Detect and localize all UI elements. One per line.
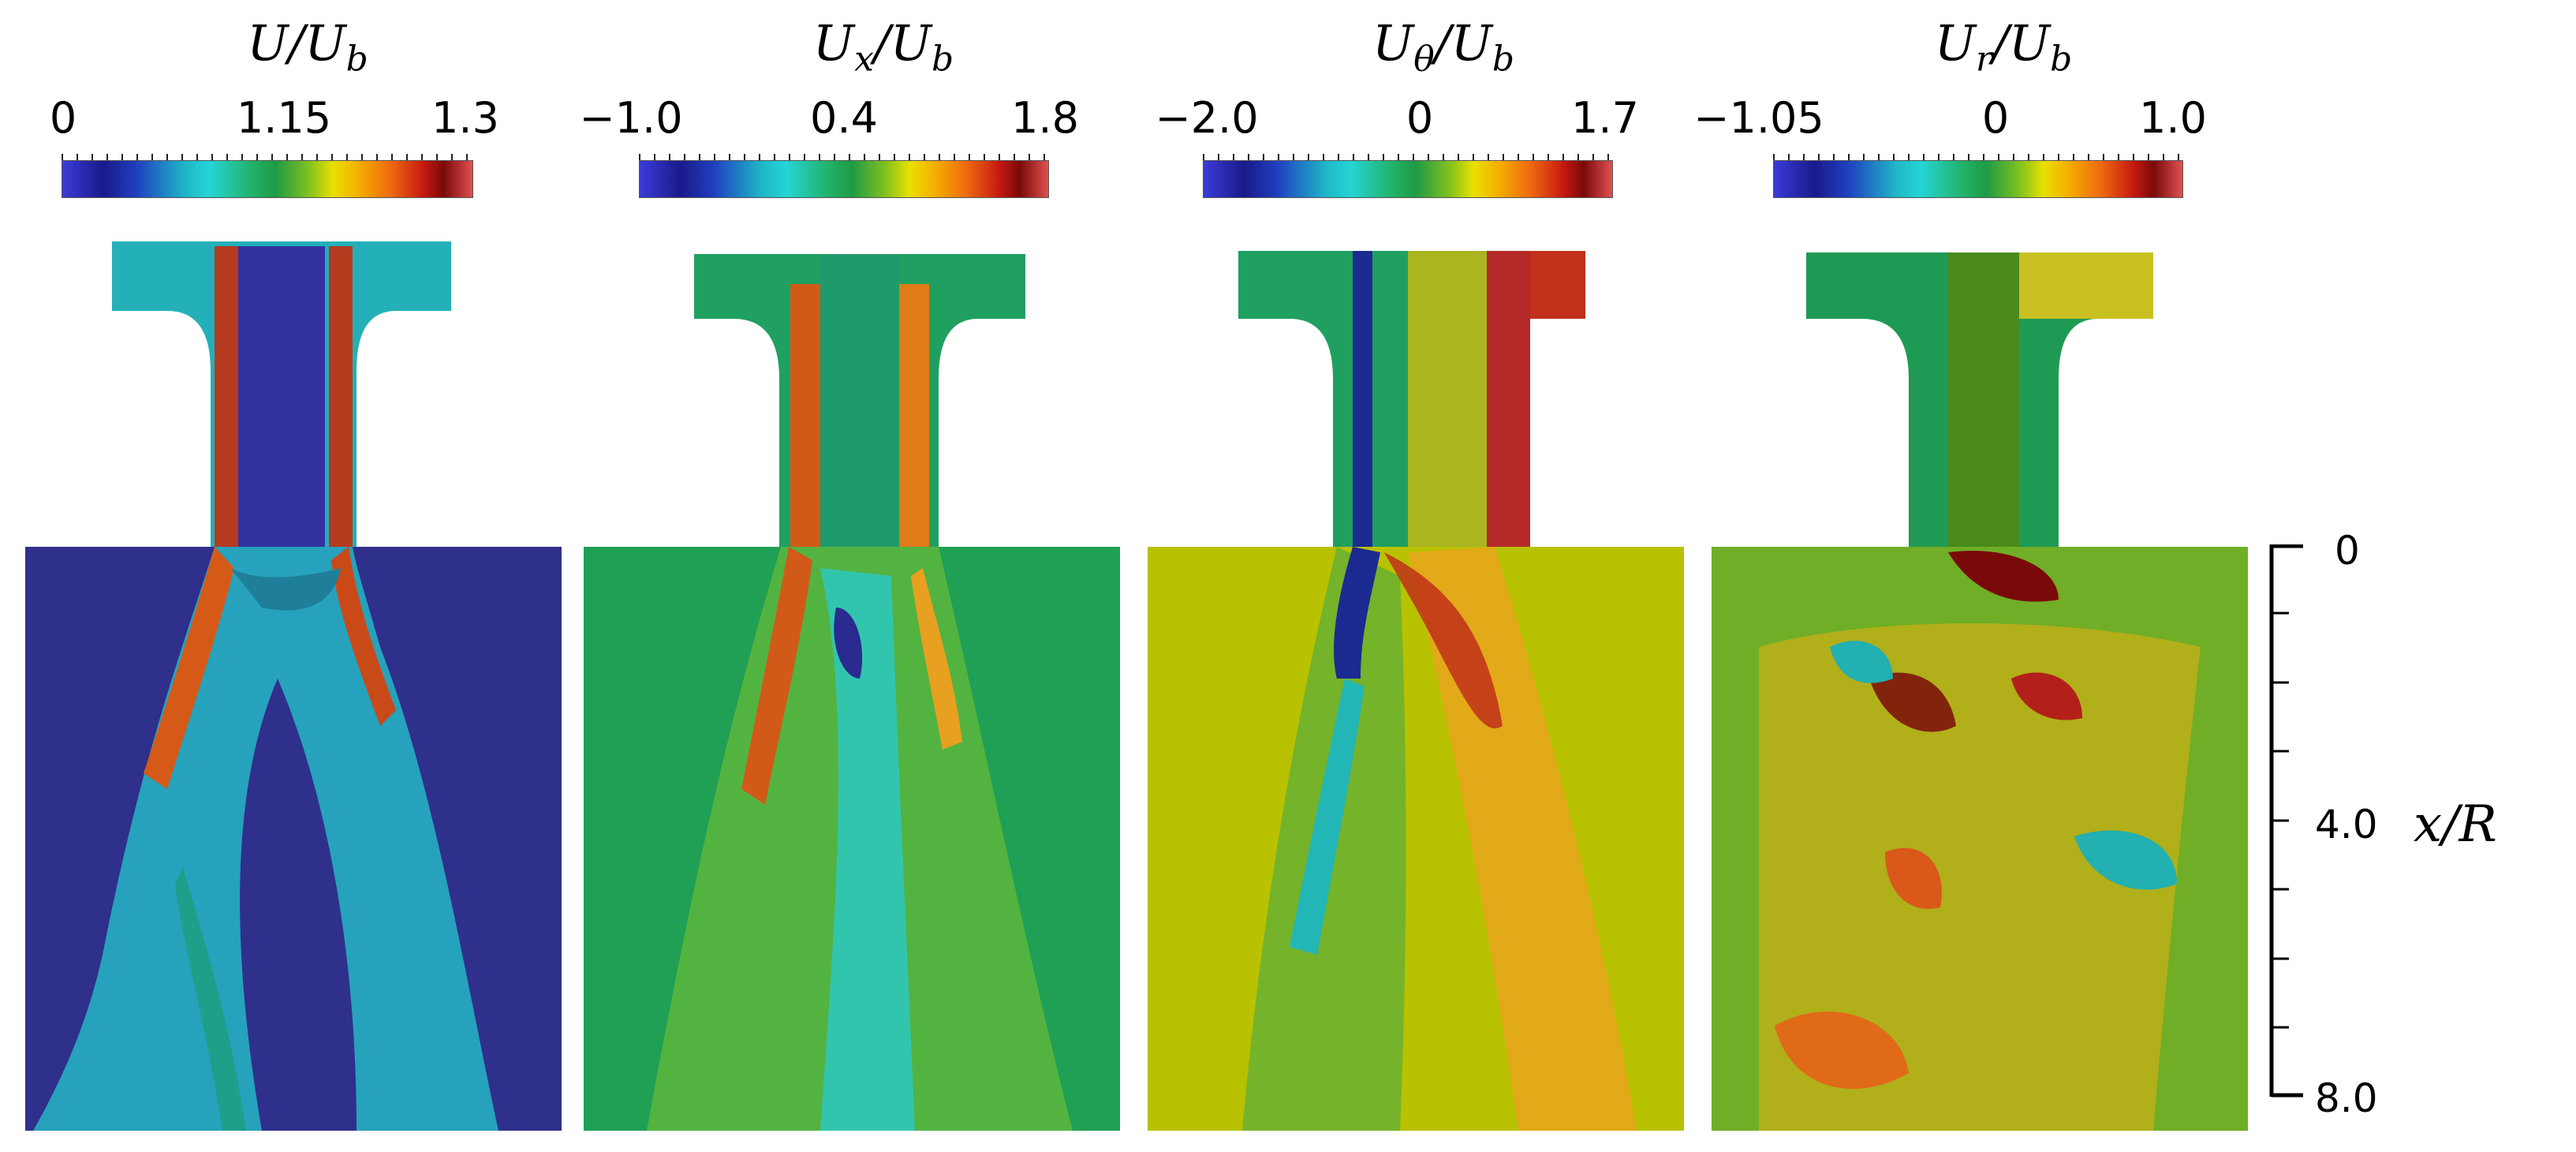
axis-tick-8: 8.0 [2315, 1075, 2378, 1121]
colorbar-mid: 0.4 [810, 93, 878, 143]
panel-u-theta: Uθ/Ub −2.0 0 1.7 [1148, 0, 1719, 1152]
colorbar-mid: 0 [1406, 93, 1434, 143]
colorbar-min: 0 [49, 93, 77, 143]
velocity-field [584, 237, 1120, 1136]
colorbar-mid: 1.15 [236, 93, 332, 143]
axis-line [2269, 544, 2303, 1098]
colorbar-max: 1.8 [1011, 93, 1079, 143]
panel-title: Ux/Ub [812, 14, 954, 80]
colorbar-max: 1.3 [431, 93, 499, 143]
colorbar-labels: 0 1.15 1.3 [32, 93, 584, 148]
colorbar-mid: 0 [1981, 93, 2010, 143]
colorbar-max: 1.7 [1571, 93, 1639, 143]
x-over-r-axis [2256, 544, 2576, 1113]
panel-u-radial: Ur/Ub −1.05 0 1.0 [1693, 0, 2279, 1152]
colorbar-labels: −2.0 0 1.7 [1155, 93, 1719, 148]
panel-u-axial: Ux/Ub −1.0 0.4 1.8 [579, 0, 1159, 1152]
panel-title: Ur/Ub [1934, 14, 2073, 80]
colorbar [62, 160, 473, 198]
colorbar-min: −1.05 [1693, 93, 1824, 143]
axis-tick-0: 0 [2335, 528, 2360, 574]
axis-label: x/R [2414, 795, 2497, 854]
colorbar [1773, 160, 2183, 198]
velocity-field [1712, 237, 2248, 1136]
panel-u-magnitude: U/Ub 0 1.15 1.3 [25, 0, 584, 1152]
velocity-field [1148, 237, 1684, 1136]
colorbar-labels: −1.05 0 1.0 [1693, 93, 2279, 148]
axis-tick-4: 4.0 [2315, 802, 2378, 847]
colorbar-min: −1.0 [579, 93, 683, 143]
colorbar-max: 1.0 [2139, 93, 2207, 143]
colorbar-min: −2.0 [1155, 93, 1259, 143]
colorbar [1203, 160, 1613, 198]
colorbar-labels: −1.0 0.4 1.8 [579, 93, 1159, 148]
panel-title: Uθ/Ub [1372, 14, 1515, 80]
colorbar [639, 160, 1049, 198]
panel-title: U/Ub [247, 14, 368, 80]
velocity-field [25, 237, 562, 1136]
